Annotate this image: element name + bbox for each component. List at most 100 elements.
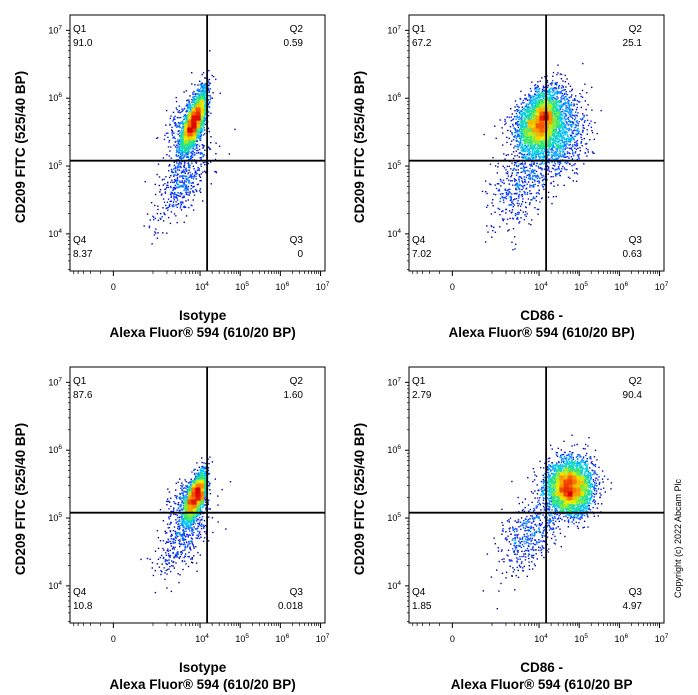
event-point xyxy=(502,133,503,134)
event-point xyxy=(562,80,563,81)
event-point xyxy=(519,203,520,204)
event-point xyxy=(189,148,190,149)
event-point xyxy=(194,143,195,144)
event-point xyxy=(572,170,573,171)
event-point xyxy=(571,112,572,113)
event-point xyxy=(562,95,563,96)
event-point xyxy=(173,193,174,194)
event-point xyxy=(200,177,201,178)
event-point xyxy=(518,205,519,206)
event-point xyxy=(525,99,526,100)
event-point xyxy=(507,116,508,117)
event-point xyxy=(170,194,171,195)
event-point xyxy=(194,84,195,85)
event-point xyxy=(574,129,575,130)
event-point xyxy=(197,84,198,85)
event-point xyxy=(524,98,525,99)
event-point xyxy=(574,139,575,140)
event-point xyxy=(581,134,582,135)
event-point xyxy=(203,162,204,163)
event-point xyxy=(568,124,569,125)
event-point xyxy=(165,188,166,189)
event-point xyxy=(168,217,169,218)
event-point xyxy=(556,74,557,75)
event-point xyxy=(183,166,184,167)
event-point xyxy=(523,165,524,166)
event-point xyxy=(509,138,510,139)
event-point xyxy=(518,119,519,120)
event-point xyxy=(184,150,185,151)
event-point xyxy=(516,123,517,124)
event-point xyxy=(522,196,523,197)
event-point xyxy=(512,119,513,120)
event-point xyxy=(209,82,210,83)
event-point xyxy=(180,153,181,154)
event-point xyxy=(514,185,515,186)
event-point xyxy=(575,111,576,112)
event-point xyxy=(555,175,556,176)
event-point xyxy=(540,81,541,82)
event-point xyxy=(506,172,507,173)
event-point xyxy=(188,207,189,208)
event-point xyxy=(576,109,577,110)
event-point xyxy=(505,197,506,198)
event-point xyxy=(234,129,235,130)
event-point xyxy=(522,102,523,103)
event-point xyxy=(201,121,202,122)
event-point xyxy=(534,198,535,199)
event-point xyxy=(181,209,182,210)
event-point xyxy=(202,172,203,173)
event-point xyxy=(199,149,200,150)
event-point xyxy=(200,157,201,158)
event-point xyxy=(587,120,588,121)
event-point xyxy=(578,158,579,159)
event-point xyxy=(569,97,570,98)
event-point xyxy=(186,189,187,190)
event-point xyxy=(210,113,211,114)
event-point xyxy=(537,175,538,176)
event-point xyxy=(552,88,553,89)
event-point xyxy=(176,97,177,98)
event-point xyxy=(182,149,183,150)
event-point xyxy=(162,179,163,180)
event-point xyxy=(177,169,178,170)
plot-frame xyxy=(70,15,325,271)
event-point xyxy=(510,204,511,205)
event-point xyxy=(179,170,180,171)
event-point xyxy=(587,104,588,105)
event-point xyxy=(160,189,161,190)
event-point xyxy=(189,114,190,115)
event-point xyxy=(559,168,560,169)
event-point xyxy=(176,127,177,128)
event-point xyxy=(549,158,550,159)
event-point xyxy=(575,117,576,118)
event-point xyxy=(591,87,592,88)
event-point xyxy=(544,169,545,170)
event-point xyxy=(524,185,525,186)
event-point xyxy=(196,153,197,154)
event-point xyxy=(199,117,200,118)
event-point xyxy=(197,98,198,99)
event-point xyxy=(174,213,175,214)
event-point xyxy=(512,185,513,186)
event-point xyxy=(153,217,154,218)
event-point xyxy=(514,162,515,163)
event-point xyxy=(576,104,577,105)
event-point xyxy=(179,162,180,163)
event-point xyxy=(197,150,198,151)
event-point xyxy=(169,124,170,125)
event-point xyxy=(520,91,521,92)
event-point xyxy=(194,119,195,120)
event-point xyxy=(519,131,520,132)
event-point xyxy=(515,116,516,117)
event-point xyxy=(516,119,517,120)
event-point xyxy=(167,182,168,183)
event-point xyxy=(504,167,505,168)
event-point xyxy=(199,105,200,106)
event-point xyxy=(215,153,216,154)
event-point xyxy=(179,110,180,111)
event-point xyxy=(577,107,578,108)
event-point xyxy=(180,157,181,158)
event-point xyxy=(574,142,575,143)
event-point xyxy=(522,164,523,165)
